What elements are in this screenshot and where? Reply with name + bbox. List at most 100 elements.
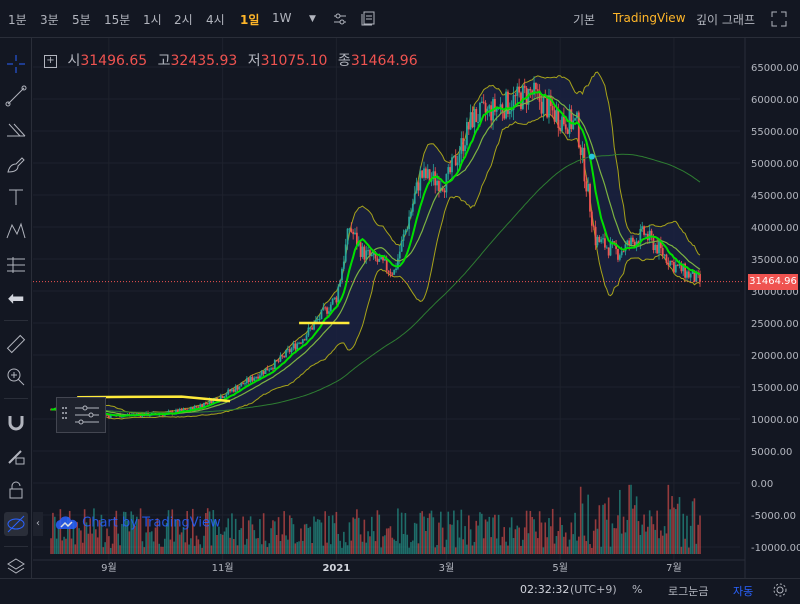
indicator-settings-icon[interactable] xyxy=(333,12,347,26)
volume-bar xyxy=(684,538,686,554)
volume-bar xyxy=(365,542,368,554)
volume-bar xyxy=(341,547,343,554)
candle-body xyxy=(309,327,312,329)
auto-scale-toggle[interactable]: 자동 xyxy=(733,585,754,598)
timeframe-1h[interactable]: 1시 xyxy=(143,13,162,27)
volume-bar xyxy=(156,518,159,554)
volume-bar xyxy=(440,511,442,554)
fib-icon[interactable] xyxy=(4,118,28,142)
candle-body xyxy=(301,339,304,344)
fullscreen-icon[interactable] xyxy=(771,11,787,27)
volume-bar xyxy=(318,519,321,554)
hide-drawings-icon[interactable] xyxy=(4,512,28,536)
expand-icon[interactable]: + xyxy=(44,54,57,68)
volume-bar xyxy=(268,543,271,554)
brush-icon[interactable] xyxy=(4,152,28,176)
timeframe-3m[interactable]: 3분 xyxy=(40,13,59,27)
candle-body xyxy=(234,386,237,392)
magnet-icon[interactable] xyxy=(4,410,28,434)
volume-bar xyxy=(324,511,326,554)
candle-body xyxy=(546,97,549,118)
volume-bar xyxy=(384,535,386,554)
volume-bar xyxy=(535,531,537,554)
candle-body xyxy=(206,403,209,405)
volume-bar xyxy=(264,540,267,554)
chevron-down-icon[interactable]: ▼ xyxy=(309,14,316,24)
candle-body xyxy=(540,101,543,114)
volume-bar xyxy=(564,532,567,554)
candle-body xyxy=(436,180,438,186)
volume-bar xyxy=(566,546,569,554)
candle-body xyxy=(363,246,366,260)
ruler-icon[interactable] xyxy=(4,332,28,356)
candle-body xyxy=(268,369,271,371)
timeframe-15m[interactable]: 15분 xyxy=(104,13,131,27)
volume-bar xyxy=(609,546,612,554)
volume-bar xyxy=(587,494,589,554)
pattern-icon[interactable] xyxy=(4,219,28,243)
volume-bar xyxy=(505,541,507,554)
candle-body xyxy=(275,359,278,361)
timeframe-2h[interactable]: 2시 xyxy=(174,13,193,27)
volume-bar xyxy=(604,503,606,554)
volume-bar xyxy=(658,538,660,554)
candle-body xyxy=(273,359,276,369)
candle-body xyxy=(630,237,632,246)
volume-bar xyxy=(315,521,317,554)
candle-body xyxy=(658,241,660,254)
candle-body xyxy=(462,138,465,152)
volume-bar xyxy=(160,546,162,554)
price-chart[interactable]: 65000.00 60000.00 55000.00 50000.00 45000.00… xyxy=(33,38,800,578)
volume-bar xyxy=(514,529,517,554)
timeframe-1m[interactable]: 1분 xyxy=(8,13,27,27)
cloud-logo-icon xyxy=(55,516,78,529)
trend-line-icon[interactable] xyxy=(4,84,28,108)
candle-body xyxy=(493,98,496,112)
volume-bar xyxy=(395,540,397,554)
volume-bar xyxy=(259,519,261,554)
log-scale-toggle[interactable]: 로그눈금 xyxy=(668,585,709,598)
data-window-icon[interactable] xyxy=(361,11,375,26)
candle-body xyxy=(242,383,245,385)
volume-bar xyxy=(456,520,459,554)
back-arrow-icon[interactable]: ⬅ xyxy=(7,286,25,310)
high-label: 고 xyxy=(157,53,171,69)
chevron-left-icon[interactable]: ‹ xyxy=(33,512,43,536)
timeframe-1d[interactable]: 1일 xyxy=(240,13,260,27)
candle-body xyxy=(387,270,390,272)
candle-body xyxy=(671,260,673,263)
timeframe-4h[interactable]: 4시 xyxy=(206,13,225,27)
volume-bar xyxy=(619,489,621,554)
text-icon[interactable] xyxy=(4,185,28,209)
chart-settings-icon[interactable] xyxy=(772,582,788,598)
volume-bar xyxy=(479,512,481,554)
percent-toggle[interactable]: % xyxy=(632,583,643,596)
view-tradingview[interactable]: TradingView xyxy=(613,11,686,25)
prediction-icon[interactable] xyxy=(4,253,28,277)
volume-bar xyxy=(119,545,121,554)
candle-body xyxy=(639,228,642,244)
candle-body xyxy=(148,415,151,417)
view-basic[interactable]: 기본 xyxy=(573,13,596,27)
timezone[interactable]: (UTC+9) xyxy=(570,583,617,596)
indicator-legend-toggle[interactable] xyxy=(56,397,106,433)
volume-bar xyxy=(89,518,92,554)
volume-bar xyxy=(115,510,118,554)
lock-icon[interactable] xyxy=(4,478,28,502)
view-depth[interactable]: 깊이 그래프 xyxy=(696,13,756,27)
volume-bar xyxy=(70,538,73,554)
candle-body xyxy=(665,254,668,263)
crosshair-icon[interactable] xyxy=(4,52,28,76)
candle-body xyxy=(322,307,325,310)
zoom-icon[interactable] xyxy=(4,365,28,389)
layers-icon[interactable] xyxy=(4,554,28,578)
low-value: 31075.10 xyxy=(260,53,328,69)
volume-bar xyxy=(238,529,241,554)
volume-bar xyxy=(109,547,112,554)
timeframe-1w[interactable]: 1W xyxy=(272,11,292,25)
volume-bar xyxy=(385,528,388,554)
candle-body xyxy=(579,147,582,156)
timeframe-5m[interactable]: 5분 xyxy=(72,13,91,27)
candle-body xyxy=(210,399,213,404)
lock-pencil-icon[interactable] xyxy=(4,444,28,468)
